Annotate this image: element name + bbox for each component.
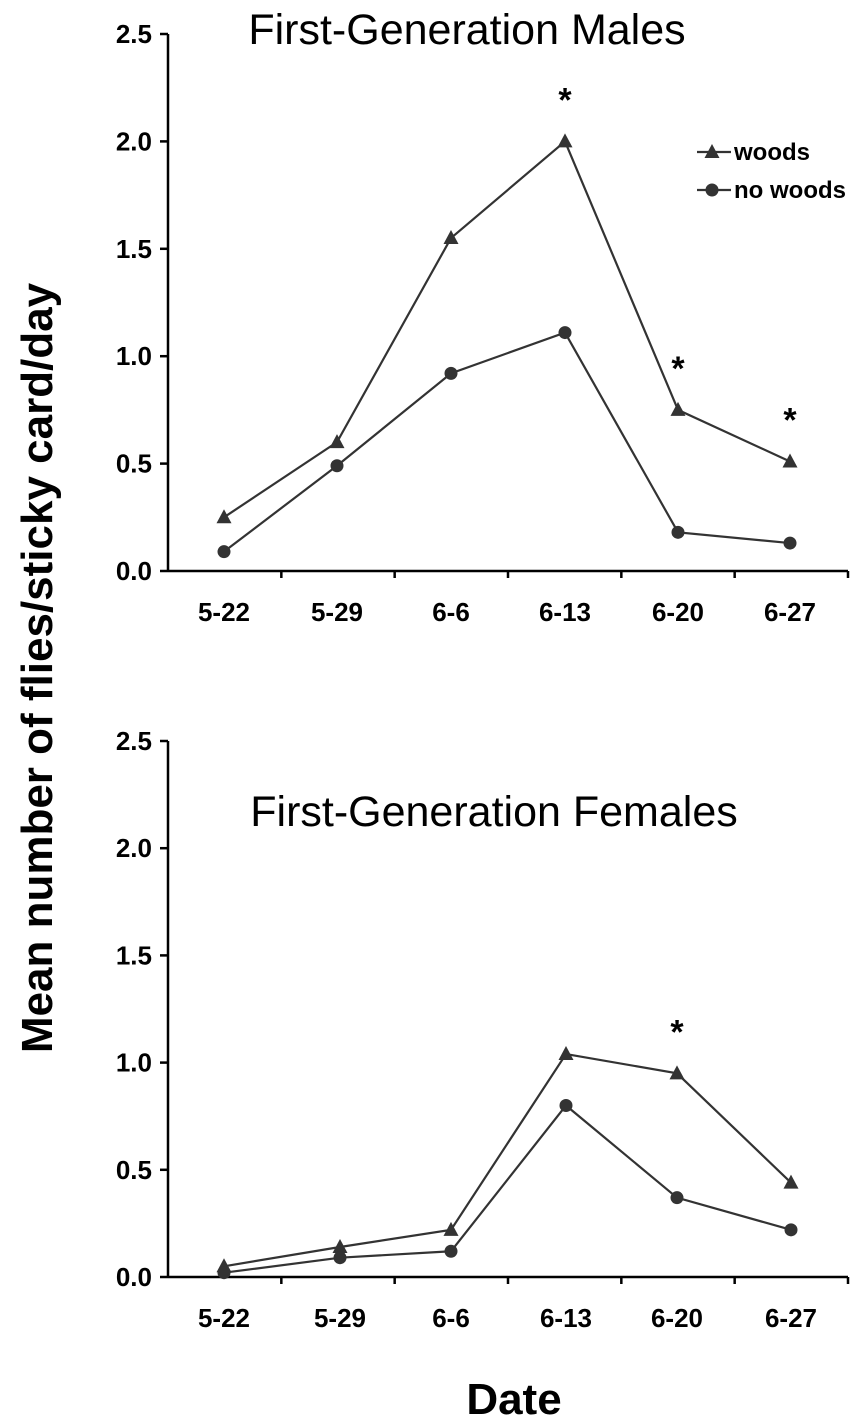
- data-point-no-woods: [783, 536, 797, 550]
- x-tick-label: 5-29: [311, 597, 363, 627]
- y-tick-label: 2.0: [116, 126, 152, 156]
- y-tick-label: 0.5: [116, 1155, 152, 1185]
- x-axis-title: Date: [466, 1375, 561, 1424]
- data-point-no-woods: [671, 525, 685, 539]
- data-point-woods: [557, 133, 573, 148]
- data-point-woods: [558, 1046, 574, 1061]
- data-point-no-woods: [444, 1244, 458, 1258]
- chart-title: First-Generation Females: [250, 788, 738, 836]
- legend-marker-triangle: [704, 144, 720, 158]
- data-point-woods: [443, 230, 459, 245]
- y-tick-label: 0.0: [116, 556, 152, 586]
- y-tick-label: 1.5: [116, 940, 152, 970]
- data-point-no-woods: [559, 1098, 573, 1112]
- x-tick-label: 5-29: [314, 1303, 366, 1333]
- x-tick-label: 6-20: [652, 597, 704, 627]
- legend-label: woods: [733, 139, 810, 166]
- y-axis-title: Mean number of flies/sticky card/day: [13, 282, 62, 1053]
- data-point-woods: [783, 1174, 799, 1189]
- x-tick-label: 6-20: [651, 1303, 703, 1333]
- x-tick-label: 5-22: [198, 1303, 250, 1333]
- data-point-woods: [329, 434, 345, 449]
- x-tick-label: 6-27: [765, 1303, 817, 1333]
- significance-marker: *: [783, 401, 797, 439]
- significance-marker: *: [671, 350, 685, 388]
- series-line-woods: [223, 1052, 792, 1268]
- series-line-no-woods: [223, 331, 791, 553]
- x-tick-label: 6-6: [432, 1303, 470, 1333]
- data-point-no-woods: [330, 459, 344, 473]
- x-tick-label: 5-22: [198, 597, 250, 627]
- y-tick-label: 2.5: [116, 726, 152, 756]
- data-point-woods: [782, 453, 798, 468]
- y-tick-label: 2.0: [116, 833, 152, 863]
- significance-marker: *: [670, 1013, 684, 1051]
- data-point-woods: [670, 401, 686, 416]
- significance-marker: *: [558, 81, 572, 119]
- x-tick-label: 6-27: [764, 597, 816, 627]
- legend-marker-circle: [705, 183, 719, 197]
- y-tick-label: 1.0: [116, 341, 152, 371]
- x-tick-label: 6-6: [432, 597, 470, 627]
- y-tick-label: 0.5: [116, 449, 152, 479]
- series-line-woods: [223, 139, 791, 519]
- data-point-no-woods: [444, 366, 458, 380]
- data-point-no-woods: [217, 1266, 231, 1280]
- data-point-no-woods: [558, 326, 572, 340]
- males-chart-panel: First-Generation Males 0.0 0.5 1.0 1.5 2.0 2.5…: [116, 6, 850, 627]
- data-point-no-woods: [670, 1191, 684, 1205]
- data-point-woods: [669, 1065, 685, 1080]
- series-line-no-woods: [223, 1103, 792, 1274]
- legend-label: no woods: [734, 177, 846, 204]
- legend: woods no woods: [697, 139, 846, 204]
- data-point-no-woods: [784, 1223, 798, 1237]
- data-point-woods: [332, 1238, 348, 1253]
- data-point-no-woods: [217, 545, 231, 559]
- x-tick-label: 6-13: [540, 1303, 592, 1333]
- data-point-woods: [216, 509, 232, 524]
- x-tick-label: 6-13: [539, 597, 591, 627]
- y-tick-label: 1.0: [116, 1048, 152, 1078]
- y-tick-label: 1.5: [116, 234, 152, 264]
- y-tick-label: 0.0: [116, 1262, 152, 1292]
- chart-title: First-Generation Males: [248, 6, 685, 54]
- females-chart-panel: First-Generation Females 0.0 0.5 1.0 1.5 2.0 2…: [116, 726, 850, 1333]
- data-point-no-woods: [333, 1251, 347, 1265]
- y-tick-label: 2.5: [116, 19, 152, 49]
- data-point-woods: [443, 1221, 459, 1236]
